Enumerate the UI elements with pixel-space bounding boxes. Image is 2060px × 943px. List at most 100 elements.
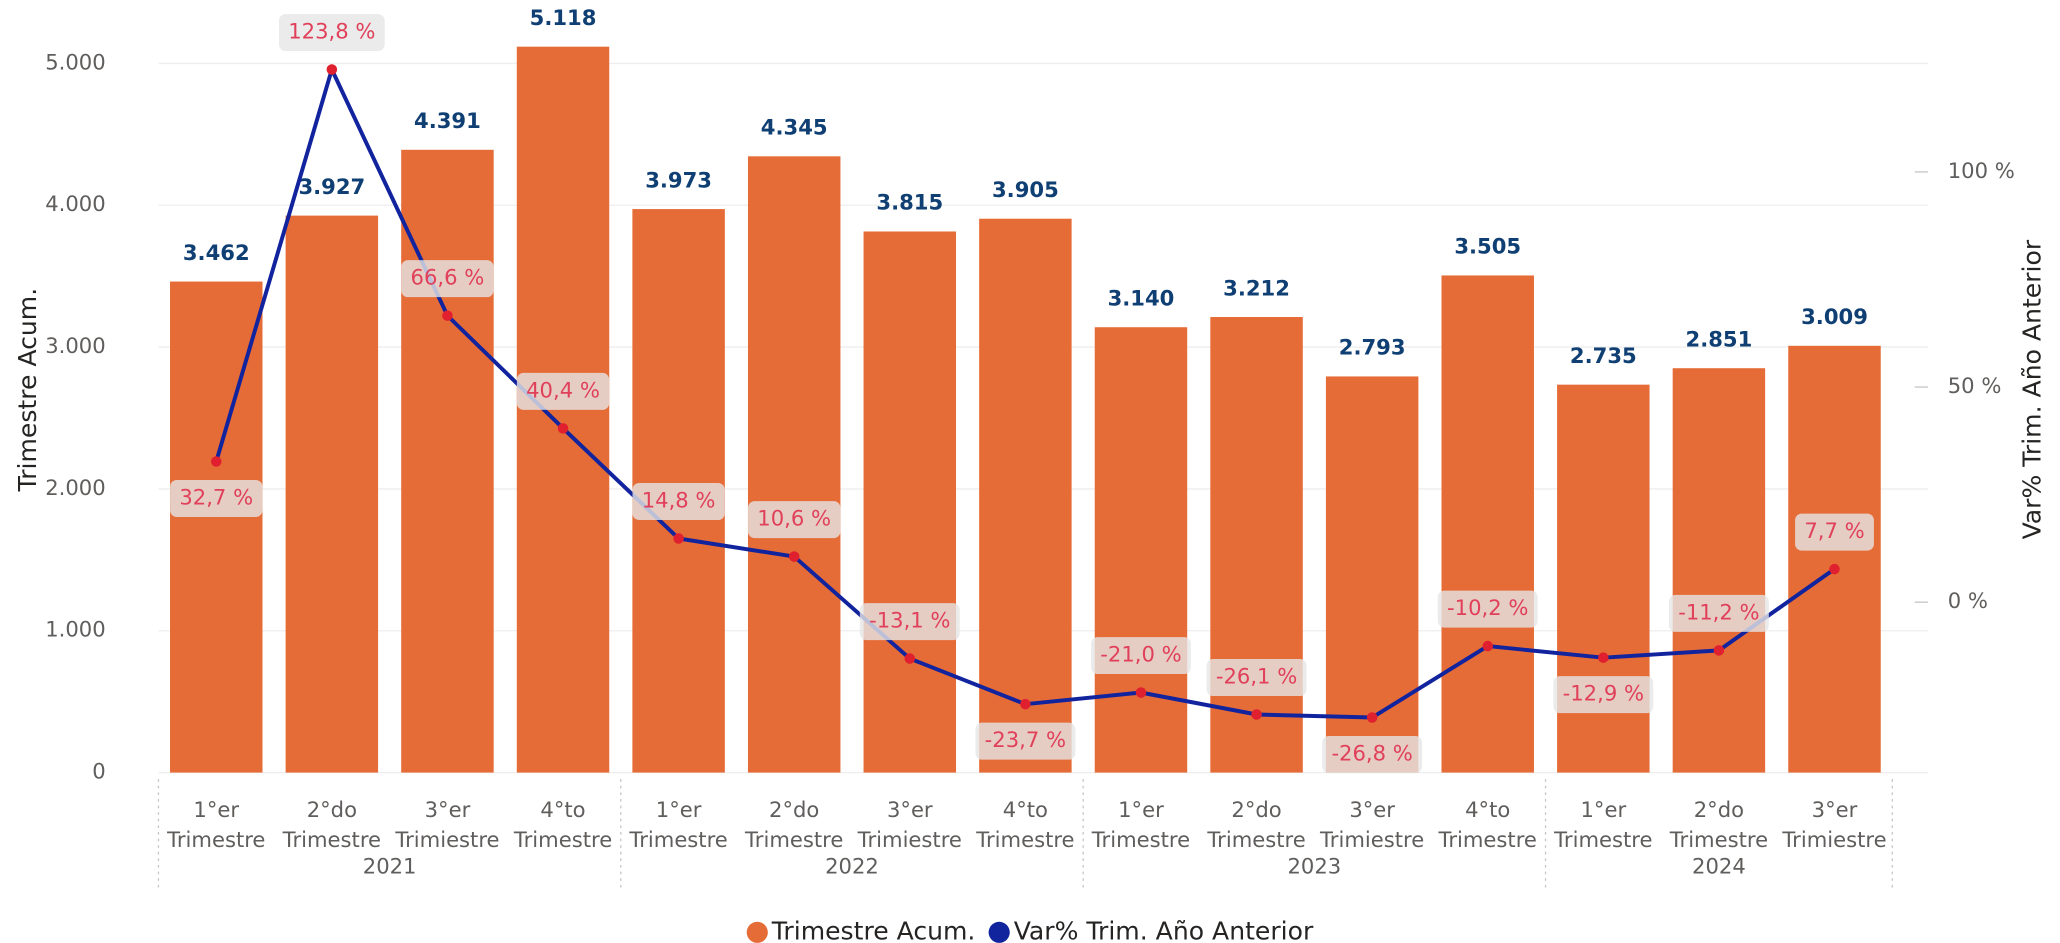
y-tick-label: 3.000 xyxy=(45,333,105,358)
bar-value-label: 3.815 xyxy=(876,190,943,215)
legend-marker xyxy=(988,921,1010,943)
x-tick-label: 3°er xyxy=(887,797,933,822)
line-value-label: -11,2 % xyxy=(1678,599,1759,624)
line-value-label: -21,0 % xyxy=(1100,642,1181,667)
bar-value-label: 3.009 xyxy=(1801,304,1868,329)
y-axis-title: Trimestre Acum. xyxy=(13,288,42,493)
bar xyxy=(1672,368,1766,773)
line-point xyxy=(326,64,338,75)
bar-value-label: 3.927 xyxy=(298,174,365,199)
line-point xyxy=(557,423,569,434)
line-point xyxy=(904,653,916,664)
line-point xyxy=(788,551,800,562)
line-label-box xyxy=(1091,637,1191,675)
x-tick-label: Trimestre xyxy=(1438,827,1537,852)
bar xyxy=(1441,275,1534,773)
x-tick-label: Trimiestre xyxy=(394,827,499,852)
line-value-label: -10,2 % xyxy=(1447,595,1528,620)
x-tick-label: 2°do xyxy=(307,797,357,822)
y-tick-label: 5.000 xyxy=(45,49,105,74)
x-tick-label: 4°to xyxy=(540,797,585,822)
x-tick-label: Trimiestre xyxy=(857,827,962,852)
line-label-box xyxy=(632,483,725,521)
x-tick-label: 4°to xyxy=(1003,797,1048,822)
line-label-box xyxy=(1206,659,1307,697)
legend-label: Var% Trim. Año Anterior xyxy=(1014,916,1314,943)
line-point xyxy=(1482,640,1494,652)
legend: Trimestre Acum. Var% Trim. Año Anterior xyxy=(746,916,1314,943)
x-group-label: 2022 xyxy=(825,854,879,879)
y2-tick-label: 50 % xyxy=(1948,373,2002,398)
line-label-box xyxy=(748,501,841,539)
x-group-label: 2021 xyxy=(363,854,417,879)
x-tick-label: Trimestre xyxy=(744,827,843,852)
line-label-box xyxy=(1795,513,1874,551)
bar xyxy=(863,231,957,773)
x-tick-label: Trimiestre xyxy=(1781,827,1886,852)
x-tick-label: Trimestre xyxy=(975,827,1074,852)
bar xyxy=(1788,345,1881,773)
bar-value-label: 3.505 xyxy=(1454,234,1521,259)
line-value-label: 10,6 % xyxy=(757,506,831,531)
line-point xyxy=(1135,687,1147,698)
bar-value-label: 4.345 xyxy=(761,115,828,140)
bar-value-label: 2.793 xyxy=(1339,335,1406,360)
line-point xyxy=(210,456,222,467)
x-tick-label: Trimestre xyxy=(282,827,381,852)
line-value-label: 32,7 % xyxy=(179,484,253,509)
bar xyxy=(1094,327,1188,773)
x-tick-label: Trimestre xyxy=(166,827,265,852)
x-tick-label: 4°to xyxy=(1465,797,1510,822)
y-tick-label: 0 xyxy=(92,759,105,784)
line-value-label: -12,9 % xyxy=(1563,681,1644,706)
line-value-label: -13,1 % xyxy=(869,608,950,633)
line-label-box xyxy=(401,260,494,298)
x-tick-label: Trimestre xyxy=(1553,827,1652,852)
bar xyxy=(1557,384,1650,773)
line-point xyxy=(1829,563,1840,575)
bar-value-label: 3.462 xyxy=(183,240,250,265)
line-value-label: 123,8 % xyxy=(288,19,375,44)
line-point xyxy=(1366,712,1378,723)
bar-value-label: 4.391 xyxy=(414,108,481,133)
legend-marker xyxy=(746,921,768,943)
bar-value-label: 2.851 xyxy=(1686,326,1753,351)
line-value-label: -26,8 % xyxy=(1331,740,1412,765)
bar-value-label: 5.118 xyxy=(530,5,597,30)
bar xyxy=(1210,317,1303,773)
line-point xyxy=(1713,645,1725,656)
bar xyxy=(979,218,1072,773)
y-tick-label: 1.000 xyxy=(45,617,105,642)
bar xyxy=(747,156,841,773)
x-tick-label: Trimestre xyxy=(1206,827,1305,852)
line-value-label: -23,7 % xyxy=(985,727,1066,752)
x-group-label: 2023 xyxy=(1287,854,1341,879)
y2-tick-label: 0 % xyxy=(1948,588,1988,613)
x-tick-label: 2°do xyxy=(769,797,819,822)
line-label-box xyxy=(516,372,610,410)
x-group-label: 2024 xyxy=(1692,854,1746,879)
x-tick-label: 2°do xyxy=(1231,797,1281,822)
x-tick-label: 1°er xyxy=(1118,797,1164,822)
legend-label: Trimestre Acum. xyxy=(771,916,976,943)
line-point xyxy=(1251,709,1262,720)
x-tick-label: 3°er xyxy=(425,797,471,822)
line-value-label: 66,6 % xyxy=(411,265,485,290)
line-label-box xyxy=(1668,594,1769,632)
x-tick-label: 2°do xyxy=(1694,797,1744,822)
x-tick-label: 1°er xyxy=(193,797,239,822)
line-point xyxy=(673,533,684,544)
bar-value-label: 3.140 xyxy=(1108,285,1175,310)
line-label-box xyxy=(859,603,960,641)
line-label-box xyxy=(278,14,385,52)
y2-tick-label: 100 % xyxy=(1948,158,2015,183)
line-label-box xyxy=(1322,735,1423,773)
line-point xyxy=(442,310,453,321)
bar-value-label: 3.905 xyxy=(992,177,1059,202)
line-value-label: 14,8 % xyxy=(642,488,716,513)
x-tick-label: 3°er xyxy=(1349,797,1395,822)
line-value-label: 7,7 % xyxy=(1804,518,1864,543)
bar xyxy=(285,215,379,773)
bar-value-label: 3.973 xyxy=(645,167,712,192)
